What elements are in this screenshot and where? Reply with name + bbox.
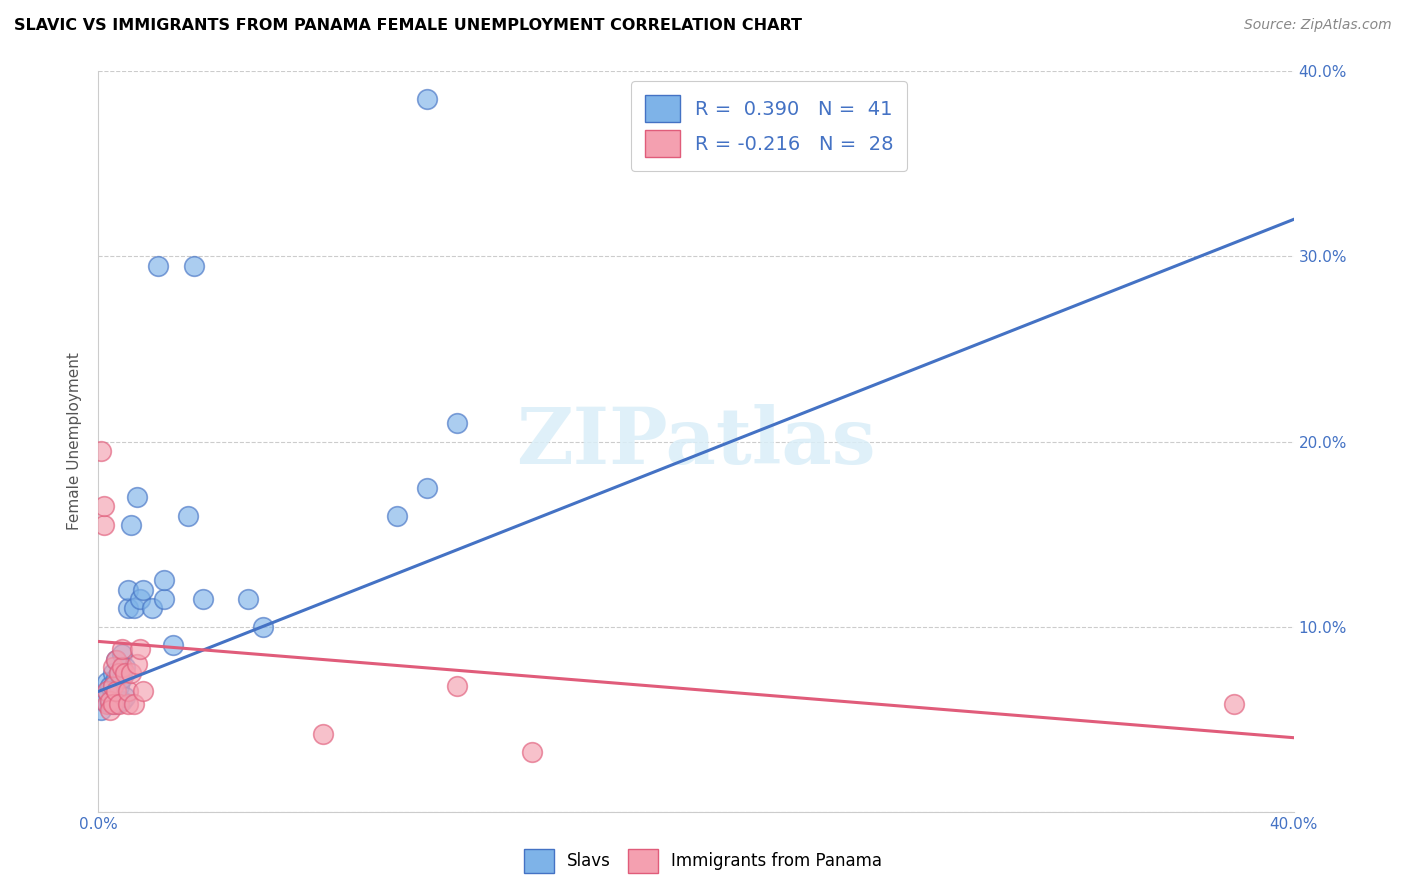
Point: [111, 672, 134, 686]
Point: [148, 259, 170, 273]
Point: [127, 657, 149, 671]
Point: [385, 508, 409, 523]
Point: [90, 443, 112, 458]
Point: [191, 591, 214, 606]
Point: [103, 679, 125, 693]
Point: [111, 694, 134, 708]
Point: [114, 690, 136, 704]
Point: [132, 582, 155, 597]
Point: [105, 653, 128, 667]
Point: [105, 653, 128, 667]
Point: [183, 259, 205, 273]
Point: [105, 684, 128, 698]
Point: [103, 698, 125, 712]
Point: [108, 698, 131, 712]
Legend: R =  0.390   N =  41, R = -0.216   N =  28: R = 0.390 N = 41, R = -0.216 N = 28: [631, 81, 907, 171]
Point: [103, 660, 125, 674]
Point: [105, 698, 128, 712]
Point: [108, 665, 131, 680]
Point: [96, 698, 118, 712]
Point: [100, 698, 122, 712]
Point: [100, 679, 122, 693]
Point: [117, 601, 139, 615]
Point: [177, 508, 200, 523]
Point: [114, 665, 136, 680]
Point: [96, 675, 118, 690]
Point: [96, 684, 118, 698]
Point: [93, 694, 115, 708]
Text: ZIPatlas: ZIPatlas: [516, 403, 876, 480]
Y-axis label: Female Unemployment: Female Unemployment: [67, 352, 83, 531]
Point: [120, 517, 142, 532]
Point: [446, 679, 468, 693]
Point: [127, 490, 149, 504]
Point: [103, 694, 125, 708]
Point: [153, 574, 176, 588]
Point: [108, 694, 131, 708]
Point: [108, 679, 131, 693]
Point: [132, 684, 155, 698]
Point: [108, 665, 131, 680]
Point: [153, 591, 176, 606]
Point: [117, 684, 139, 698]
Point: [100, 703, 122, 717]
Point: [100, 694, 122, 708]
Point: [117, 698, 139, 712]
Point: [90, 703, 112, 717]
Point: [129, 641, 152, 656]
Point: [114, 660, 136, 674]
Point: [162, 638, 184, 652]
Point: [1223, 698, 1246, 712]
Point: [103, 679, 125, 693]
Point: [124, 698, 146, 712]
Point: [124, 601, 146, 615]
Point: [117, 582, 139, 597]
Point: [96, 684, 118, 698]
Point: [252, 619, 274, 633]
Text: SLAVIC VS IMMIGRANTS FROM PANAMA FEMALE UNEMPLOYMENT CORRELATION CHART: SLAVIC VS IMMIGRANTS FROM PANAMA FEMALE …: [14, 18, 801, 33]
Point: [120, 665, 142, 680]
Point: [111, 660, 134, 674]
Point: [416, 92, 439, 106]
Point: [520, 746, 543, 760]
Text: Source: ZipAtlas.com: Source: ZipAtlas.com: [1244, 18, 1392, 32]
Point: [129, 591, 152, 606]
Point: [141, 601, 163, 615]
Point: [236, 591, 259, 606]
Point: [93, 517, 115, 532]
Point: [311, 727, 333, 741]
Point: [111, 641, 134, 656]
Point: [105, 672, 128, 686]
Point: [111, 648, 134, 662]
Point: [446, 416, 468, 430]
Point: [416, 481, 439, 495]
Legend: Slavs, Immigrants from Panama: Slavs, Immigrants from Panama: [517, 842, 889, 880]
Point: [103, 665, 125, 680]
Point: [93, 500, 115, 514]
